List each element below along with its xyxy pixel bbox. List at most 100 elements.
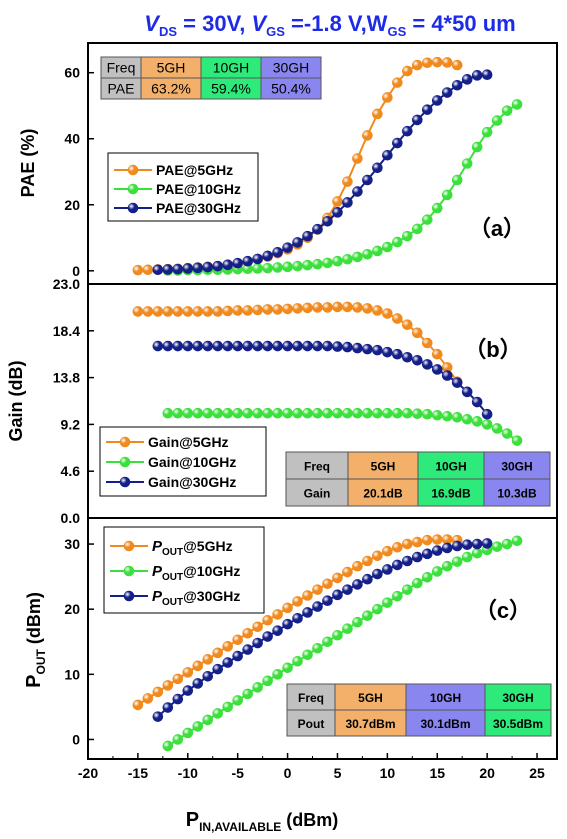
data-point-f5 (142, 306, 154, 317)
data-point-f30 (322, 215, 333, 227)
data-point-f30 (382, 346, 393, 358)
title-vgs-value: =-1.8 V,W (285, 11, 388, 36)
legend-marker (123, 565, 135, 577)
data-point-f10 (222, 701, 234, 713)
data-point-f5 (431, 348, 443, 360)
table-cell (417, 478, 485, 507)
data-point-f10 (471, 141, 483, 153)
panel-b-legend: Gain@5GHz Gain@10GHz Gain@30GHz (99, 426, 267, 497)
data-point-f5 (451, 59, 463, 71)
data-point-f10 (352, 251, 363, 263)
data-point-f10 (192, 407, 204, 419)
data-point-f30 (312, 601, 323, 612)
data-point-f10 (382, 241, 393, 253)
data-point-f10 (471, 547, 483, 559)
data-point-f10 (232, 407, 243, 419)
data-point-f10 (262, 407, 273, 419)
data-point-f5 (352, 302, 363, 313)
data-point-f10 (242, 407, 253, 419)
data-point-f10 (222, 407, 234, 419)
legend-marker (123, 540, 135, 552)
data-point-f10 (451, 411, 463, 423)
data-point-f10 (212, 708, 224, 719)
data-point-f5 (142, 264, 154, 276)
data-point-f30 (302, 340, 313, 352)
data-point-f10 (322, 257, 333, 269)
figure-title: VDS = 30V, VGS =-1.8 V,WGS = 4*50 um (144, 11, 515, 39)
data-point-f30 (152, 340, 164, 352)
data-point-f5 (302, 302, 313, 314)
data-point-f30 (471, 538, 483, 550)
table-cell-text: 63.2% (151, 81, 191, 97)
y-tick-label: 40 (64, 131, 80, 147)
data-point-f10 (491, 115, 503, 126)
data-point-f10 (362, 407, 373, 419)
panel-a-table: Freq 5GH 10GH 30GH PAE 63.2% 59.4% 50.4% (100, 56, 322, 100)
data-point-f5 (421, 534, 433, 546)
data-point-f10 (292, 407, 303, 419)
legend-symbol: P (152, 538, 163, 555)
data-point-f30 (431, 95, 443, 106)
data-point-f10 (282, 407, 293, 419)
legend-marker (123, 590, 135, 602)
data-point-f30 (312, 340, 323, 352)
data-point-f30 (421, 548, 433, 560)
y-tick-label: 23.0 (53, 276, 80, 292)
data-point-f10 (511, 535, 523, 547)
data-point-f30 (202, 340, 214, 352)
data-point-f10 (451, 556, 463, 567)
data-point-f30 (172, 263, 184, 275)
x-axis-label-main: P (186, 809, 199, 831)
table-cell (286, 709, 336, 737)
table-cell (347, 451, 419, 480)
data-point-f5 (242, 305, 253, 316)
data-point-f30 (461, 539, 473, 551)
legend-label: Gain@30GHz (148, 474, 236, 490)
panel-a-legend: PAE@5GHz PAE@10GHz PAE@30GHz (107, 152, 259, 222)
table-cell-text: 20.1dB (363, 487, 403, 501)
data-point-f30 (242, 644, 253, 655)
x-tick-label: 20 (479, 765, 495, 781)
panel-b-table: Freq 5GH 10GH 30GH Gain 20.1dB 16.9dB 10.3dB (285, 451, 551, 507)
data-point-f5 (392, 313, 403, 324)
panel-a-label: （a） (469, 216, 525, 241)
legend-label: POUT@30GHz (152, 588, 240, 608)
data-point-f5 (132, 306, 144, 317)
data-point-f10 (431, 566, 443, 577)
data-point-f30 (362, 343, 373, 355)
data-point-f5 (382, 545, 393, 557)
data-point-f30 (212, 340, 224, 352)
data-point-f10 (372, 245, 383, 257)
data-point-f5 (182, 667, 194, 678)
legend-marker (127, 183, 139, 195)
data-point-f10 (451, 174, 463, 186)
panel-b-ylabel: Gain (dB) (6, 361, 26, 442)
data-point-f10 (372, 603, 383, 615)
data-point-f30 (451, 79, 463, 91)
data-point-f5 (382, 308, 393, 319)
data-point-f30 (392, 348, 403, 360)
data-point-f10 (242, 263, 253, 275)
data-point-f10 (342, 253, 353, 265)
data-point-f5 (202, 306, 214, 317)
data-point-f30 (182, 685, 194, 696)
data-point-f5 (302, 590, 313, 601)
data-point-f30 (152, 711, 164, 722)
data-point-f30 (232, 257, 243, 269)
table-cell (405, 709, 486, 737)
data-point-f10 (342, 407, 353, 419)
data-point-f10 (282, 662, 293, 674)
panel-c-ylabel-main: P (23, 675, 45, 688)
data-point-f30 (292, 340, 303, 352)
data-point-f5 (262, 614, 273, 626)
data-point-f30 (411, 551, 423, 563)
data-point-f10 (262, 262, 273, 274)
data-point-f10 (402, 407, 413, 419)
data-point-f30 (232, 340, 243, 352)
y-tick-label: 0 (72, 263, 80, 279)
data-point-f30 (152, 264, 164, 276)
table-cell (417, 451, 485, 480)
data-point-f10 (481, 419, 493, 430)
data-point-f5 (312, 302, 323, 313)
legend-symbol: P (152, 563, 163, 580)
